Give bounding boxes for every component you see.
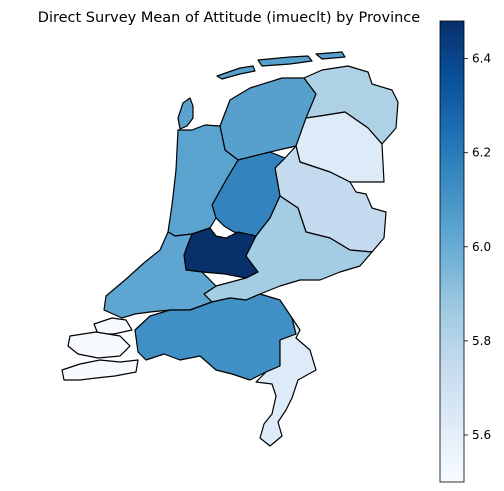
- colorbar: 5.6 5.8 6.0 6.2 6.4: [439, 20, 491, 483]
- region-zeeland-north: [93, 317, 133, 335]
- region-utrecht: [183, 227, 259, 279]
- region-zeeland-mid: [67, 331, 131, 359]
- region-friesland-island: [216, 65, 256, 80]
- region-friesland-island: [315, 51, 346, 60]
- chart-title: Direct Survey Mean of Attitude (imueclt)…: [38, 10, 420, 26]
- province-map: [61, 51, 399, 447]
- region-noord-holland-island: [177, 97, 194, 130]
- colorbar-gradient: [439, 20, 465, 483]
- colorbar-tick-label: 6.2: [472, 146, 491, 160]
- colorbar-tick-label: 5.6: [472, 428, 491, 442]
- colorbar-ticks: 5.6 5.8 6.0 6.2 6.4: [464, 52, 491, 442]
- colorbar-tick-label: 6.0: [472, 240, 491, 254]
- region-noord-holland: [167, 124, 239, 237]
- region-limburg: [255, 317, 317, 447]
- region-friesland-island: [257, 55, 313, 67]
- region-zeeland-south: [61, 359, 139, 381]
- colorbar-tick-label: 6.4: [472, 52, 491, 66]
- colorbar-tick-label: 5.8: [472, 334, 491, 348]
